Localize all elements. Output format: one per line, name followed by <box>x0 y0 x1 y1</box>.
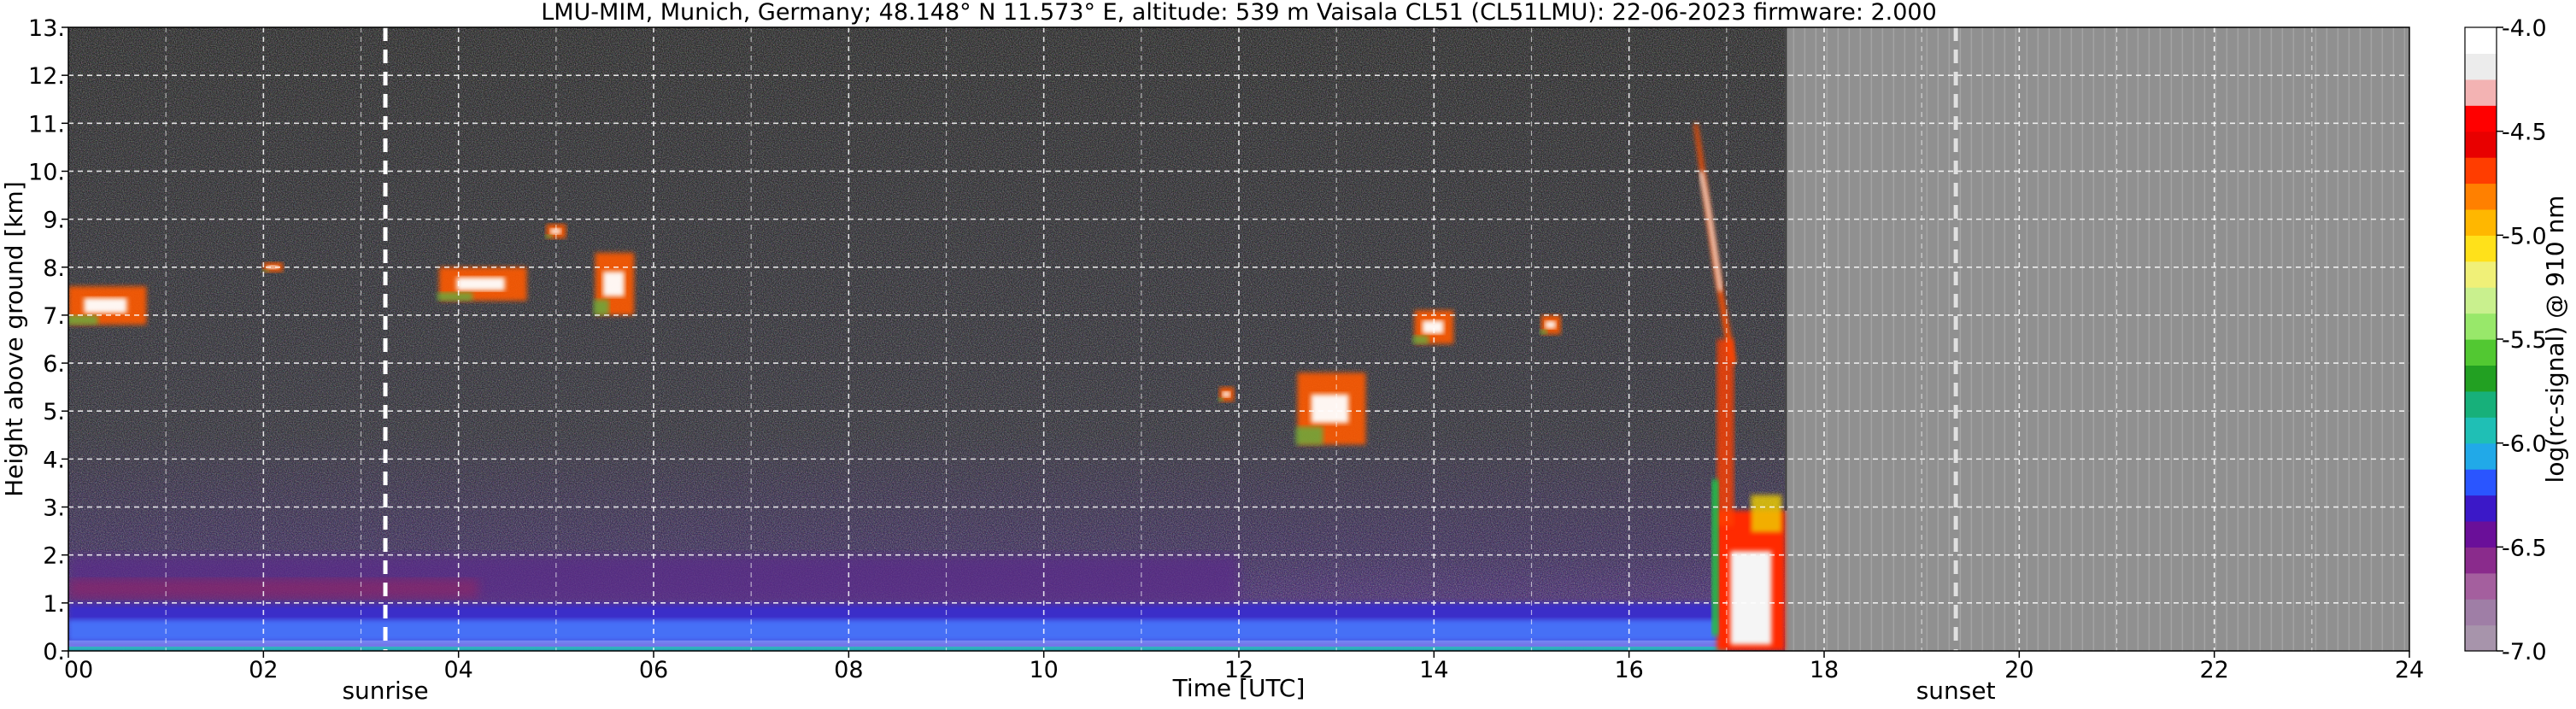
colorbar-segment <box>2465 183 2497 210</box>
colorbar-segment <box>2465 365 2497 392</box>
y-tick-label: 6. <box>43 351 65 378</box>
colorbar-tick-label: -4.5 <box>2502 120 2547 146</box>
x-tick-label: 22 <box>2199 657 2228 683</box>
colorbar: -4.0 -4.5 -5.0 -5.5 -6.0 -6.5 -7.0 <box>2464 15 2547 665</box>
x-tick-label: 24 <box>2395 657 2424 683</box>
colorbar-segment <box>2465 599 2497 626</box>
x-tick-label: 18 <box>1810 657 1839 683</box>
colorbar-segment <box>2465 390 2497 418</box>
x-tick-label: 08 <box>834 657 863 683</box>
colorbar-segment <box>2465 339 2497 366</box>
colorbar-segment <box>2465 27 2497 55</box>
colorbar-tick-label: -5.5 <box>2502 327 2547 354</box>
colorbar-tick-label: -7.0 <box>2502 639 2547 665</box>
colorbar-segment <box>2465 131 2497 158</box>
y-tick-label: 1. <box>43 591 65 618</box>
feature-cirrus-5 <box>544 224 566 239</box>
y-axis-label: Height above ground [km] <box>0 181 28 497</box>
signal-noise <box>68 27 1786 651</box>
colorbar-segment <box>2465 520 2497 548</box>
feature-boundary-layer-aerosol-0 <box>68 602 1727 651</box>
x-axis-label: Time [UTC] <box>1172 674 1306 702</box>
x-tick-label: 14 <box>1419 657 1448 683</box>
colorbar-tick-label: -6.0 <box>2502 431 2547 458</box>
no-data-region <box>1785 27 2409 651</box>
y-tick-label: 12. <box>28 63 65 90</box>
colorbar-segment <box>2465 157 2497 185</box>
y-tick-label: 9. <box>43 208 65 234</box>
sunrise-label: sunrise <box>342 677 428 705</box>
y-tick-label: 4. <box>43 447 65 473</box>
x-tick-label: 20 <box>2004 657 2033 683</box>
x-tick-label: 00 <box>64 657 93 683</box>
feature-cirrus-8 <box>1295 372 1366 445</box>
axes: 00 02 04 06 08 10 12 14 16 18 20 22 24 0. 1. 2. 3. 4. 5. 6.… <box>28 15 2424 705</box>
colorbar-segment <box>2465 495 2497 522</box>
colorbar-segment <box>2465 208 2497 236</box>
y-tick-label: 7. <box>43 303 65 330</box>
y-tick-label: 8. <box>43 255 65 282</box>
colorbar-tick-label: -5.0 <box>2502 223 2547 249</box>
colorbar-segment <box>2465 235 2497 262</box>
colorbar-segment <box>2465 572 2497 600</box>
colorbar-segment <box>2465 417 2497 444</box>
feature-cirrus-4 <box>437 267 527 302</box>
feature-cirrus-fall-streak-11 <box>1693 123 1737 364</box>
colorbar-label: log(rc-signal) @ 910 nm <box>2541 196 2569 483</box>
plot-area <box>68 27 2409 651</box>
colorbar-segment <box>2465 469 2497 496</box>
x-tick-label: 04 <box>443 657 472 683</box>
y-tick-label: 13. <box>28 15 65 42</box>
feature-cirrus-10 <box>1539 314 1561 335</box>
y-tick-label: 5. <box>43 399 65 425</box>
colorbar-segment <box>2465 79 2497 106</box>
colorbar-segment <box>2465 624 2497 652</box>
y-tick-label: 3. <box>43 495 65 522</box>
x-tick-label: 02 <box>249 657 278 683</box>
feature-precipitating-cloud-12 <box>1711 27 1787 651</box>
colorbar-segment <box>2465 313 2497 340</box>
colorbar-tick-label: -4.0 <box>2502 15 2547 42</box>
x-tick-label: 10 <box>1029 657 1058 683</box>
y-tick-label: 0. <box>43 639 65 665</box>
sunset-label: sunset <box>1916 677 1996 705</box>
colorbar-segment <box>2465 442 2497 470</box>
y-tick-label: 10. <box>28 159 65 185</box>
feature-cirrus-7 <box>1218 387 1235 401</box>
x-tick-label: 12 <box>1224 657 1253 683</box>
colorbar-segment <box>2465 547 2497 574</box>
feature-cirrus-2 <box>68 286 147 325</box>
colorbar-segment <box>2465 261 2497 288</box>
colorbar-segment <box>2465 105 2497 132</box>
x-tick-label: 16 <box>1614 657 1643 683</box>
colorbar-tick-label: -6.5 <box>2502 535 2547 561</box>
chart-title: LMU-MIM, Munich, Germany; 48.148° N 11.5… <box>541 0 1937 26</box>
colorbar-segment <box>2465 287 2497 314</box>
colorbar-segment <box>2465 53 2497 80</box>
feature-cirrus-6 <box>593 252 635 315</box>
y-tick-label: 2. <box>43 543 65 570</box>
feature-cirrus-3 <box>261 262 284 272</box>
grid <box>68 27 2409 651</box>
x-tick-label: 06 <box>639 657 668 683</box>
y-tick-label: 11. <box>28 111 65 138</box>
